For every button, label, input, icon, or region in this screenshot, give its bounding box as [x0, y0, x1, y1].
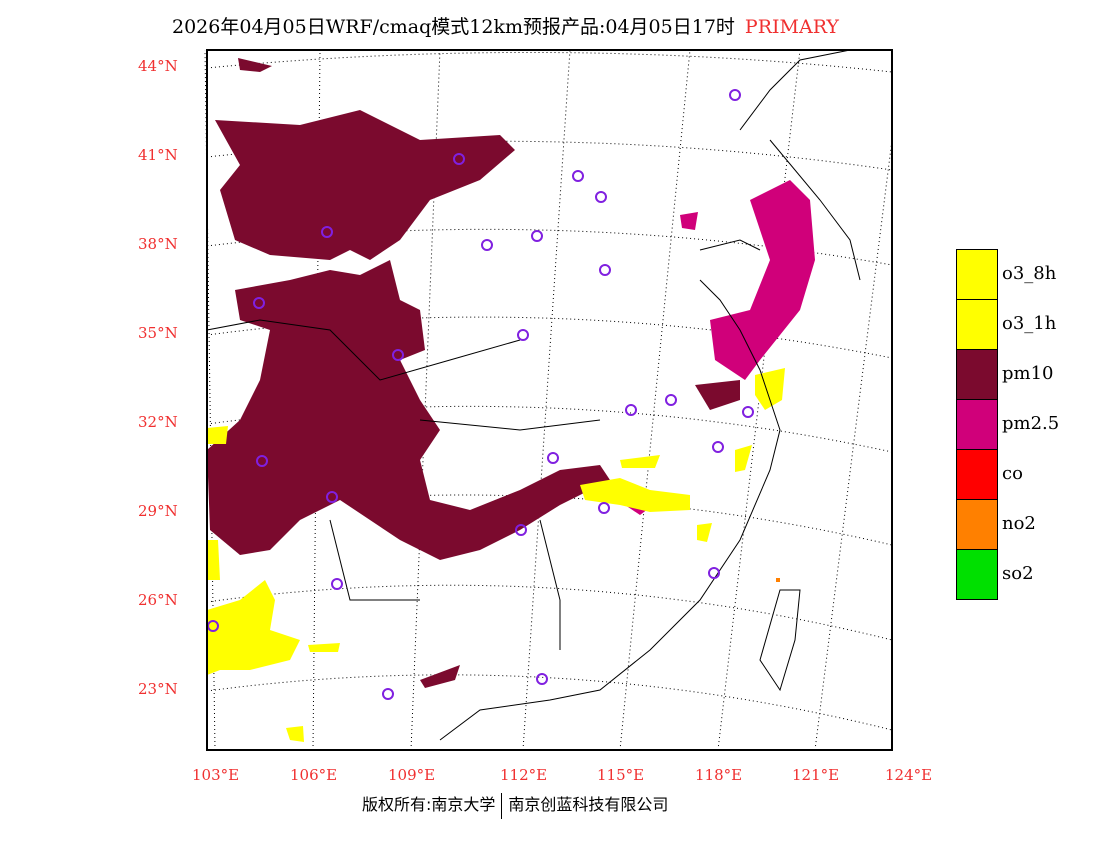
legend-swatch	[956, 349, 998, 400]
lon-label: 103°E	[192, 766, 240, 784]
legend-label: so2	[1002, 563, 1034, 584]
legend-label: co	[1002, 463, 1023, 484]
legend-label: no2	[1002, 513, 1036, 534]
lat-label: 26°N	[138, 591, 178, 609]
legend-swatch	[956, 399, 998, 450]
lon-label: 106°E	[290, 766, 338, 784]
legend-swatch	[956, 249, 998, 300]
lon-label: 109°E	[388, 766, 436, 784]
lat-label: 29°N	[138, 502, 178, 520]
copyright-footer: 版权所有:南京大学 南京创蓝科技有限公司	[362, 791, 668, 819]
legend-swatch	[956, 299, 998, 350]
lat-label: 32°N	[138, 413, 178, 431]
station-markers	[207, 89, 754, 700]
lat-label: 38°N	[138, 235, 178, 253]
legend-label: pm10	[1002, 363, 1054, 384]
map-title: 2026年04月05日WRF/cmaq模式12km预报产品:04月05日17时 P…	[172, 12, 839, 39]
no2-spot	[776, 578, 780, 582]
map-frame	[206, 49, 893, 751]
copyright-right: 南京创蓝科技有限公司	[508, 795, 669, 814]
legend-label: o3_1h	[1002, 313, 1057, 334]
legend-label: pm2.5	[1002, 413, 1060, 434]
legend-swatch	[956, 449, 998, 500]
legend-swatch	[956, 549, 998, 600]
lon-label: 115°E	[597, 766, 645, 784]
divider	[501, 792, 503, 819]
lon-label: 121°E	[792, 766, 840, 784]
legend-label: o3_8h	[1002, 263, 1057, 284]
lon-label: 112°E	[500, 766, 548, 784]
coastline-borders	[206, 49, 861, 741]
copyright-left: 版权所有:南京大学	[362, 795, 496, 814]
lon-label: 118°E	[695, 766, 743, 784]
pm10-area	[207, 58, 740, 688]
lat-label: 35°N	[138, 324, 178, 342]
lat-label: 41°N	[138, 146, 178, 164]
lat-label: 23°N	[138, 680, 178, 698]
lat-label: 44°N	[138, 57, 178, 75]
legend-swatch	[956, 499, 998, 550]
primary-tag: PRIMARY	[744, 16, 839, 38]
title-text: 2026年04月05日WRF/cmaq模式12km预报产品:04月05日17时	[172, 16, 735, 38]
lon-label: 124°E	[885, 766, 933, 784]
o3-area	[207, 368, 785, 742]
